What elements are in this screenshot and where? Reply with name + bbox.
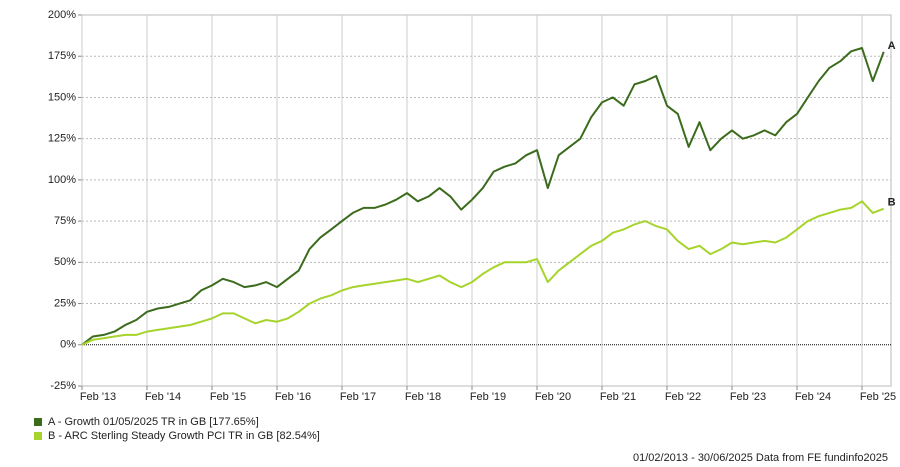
y-tick-label: 75% <box>54 215 76 227</box>
y-tick-label: -25% <box>50 380 76 392</box>
legend-label: B - ARC Sterling Steady Growth PCI TR in… <box>48 430 320 442</box>
y-tick-label: 100% <box>48 174 76 186</box>
x-tick-label: Feb '23 <box>730 391 766 403</box>
legend-marker <box>34 432 42 440</box>
plot-area <box>81 14 892 387</box>
y-tick-label: 150% <box>48 91 76 103</box>
x-tick-label: Feb '13 <box>80 391 116 403</box>
end-label: A <box>888 40 896 52</box>
series-line <box>81 200 885 346</box>
x-tick-label: Feb '18 <box>405 391 441 403</box>
y-tick-label: 50% <box>54 256 76 268</box>
y-tick-label: 175% <box>48 50 76 62</box>
x-tick-label: Feb '20 <box>535 391 571 403</box>
x-tick-label: Feb '16 <box>275 391 311 403</box>
x-tick-label: Feb '15 <box>210 391 246 403</box>
x-tick-label: Feb '25 <box>860 391 896 403</box>
y-tick-label: 125% <box>48 133 76 145</box>
footer: 01/02/2013 - 30/06/2025 Data from FE fun… <box>633 452 888 464</box>
x-tick-label: Feb '14 <box>145 391 181 403</box>
x-tick-label: Feb '21 <box>600 391 636 403</box>
x-tick-label: Feb '19 <box>470 391 506 403</box>
y-tick-label: 25% <box>54 297 76 309</box>
end-label: B <box>888 197 896 209</box>
legend-label: A - Growth 01/05/2025 TR in GB [177.65%] <box>48 416 259 428</box>
y-tick-label: 0% <box>60 339 76 351</box>
y-tick-label: 200% <box>48 9 76 21</box>
x-tick-label: Feb '17 <box>340 391 376 403</box>
series-line <box>81 47 885 346</box>
x-tick-label: Feb '22 <box>665 391 701 403</box>
x-tick-label: Feb '24 <box>795 391 831 403</box>
legend-marker <box>34 418 42 426</box>
